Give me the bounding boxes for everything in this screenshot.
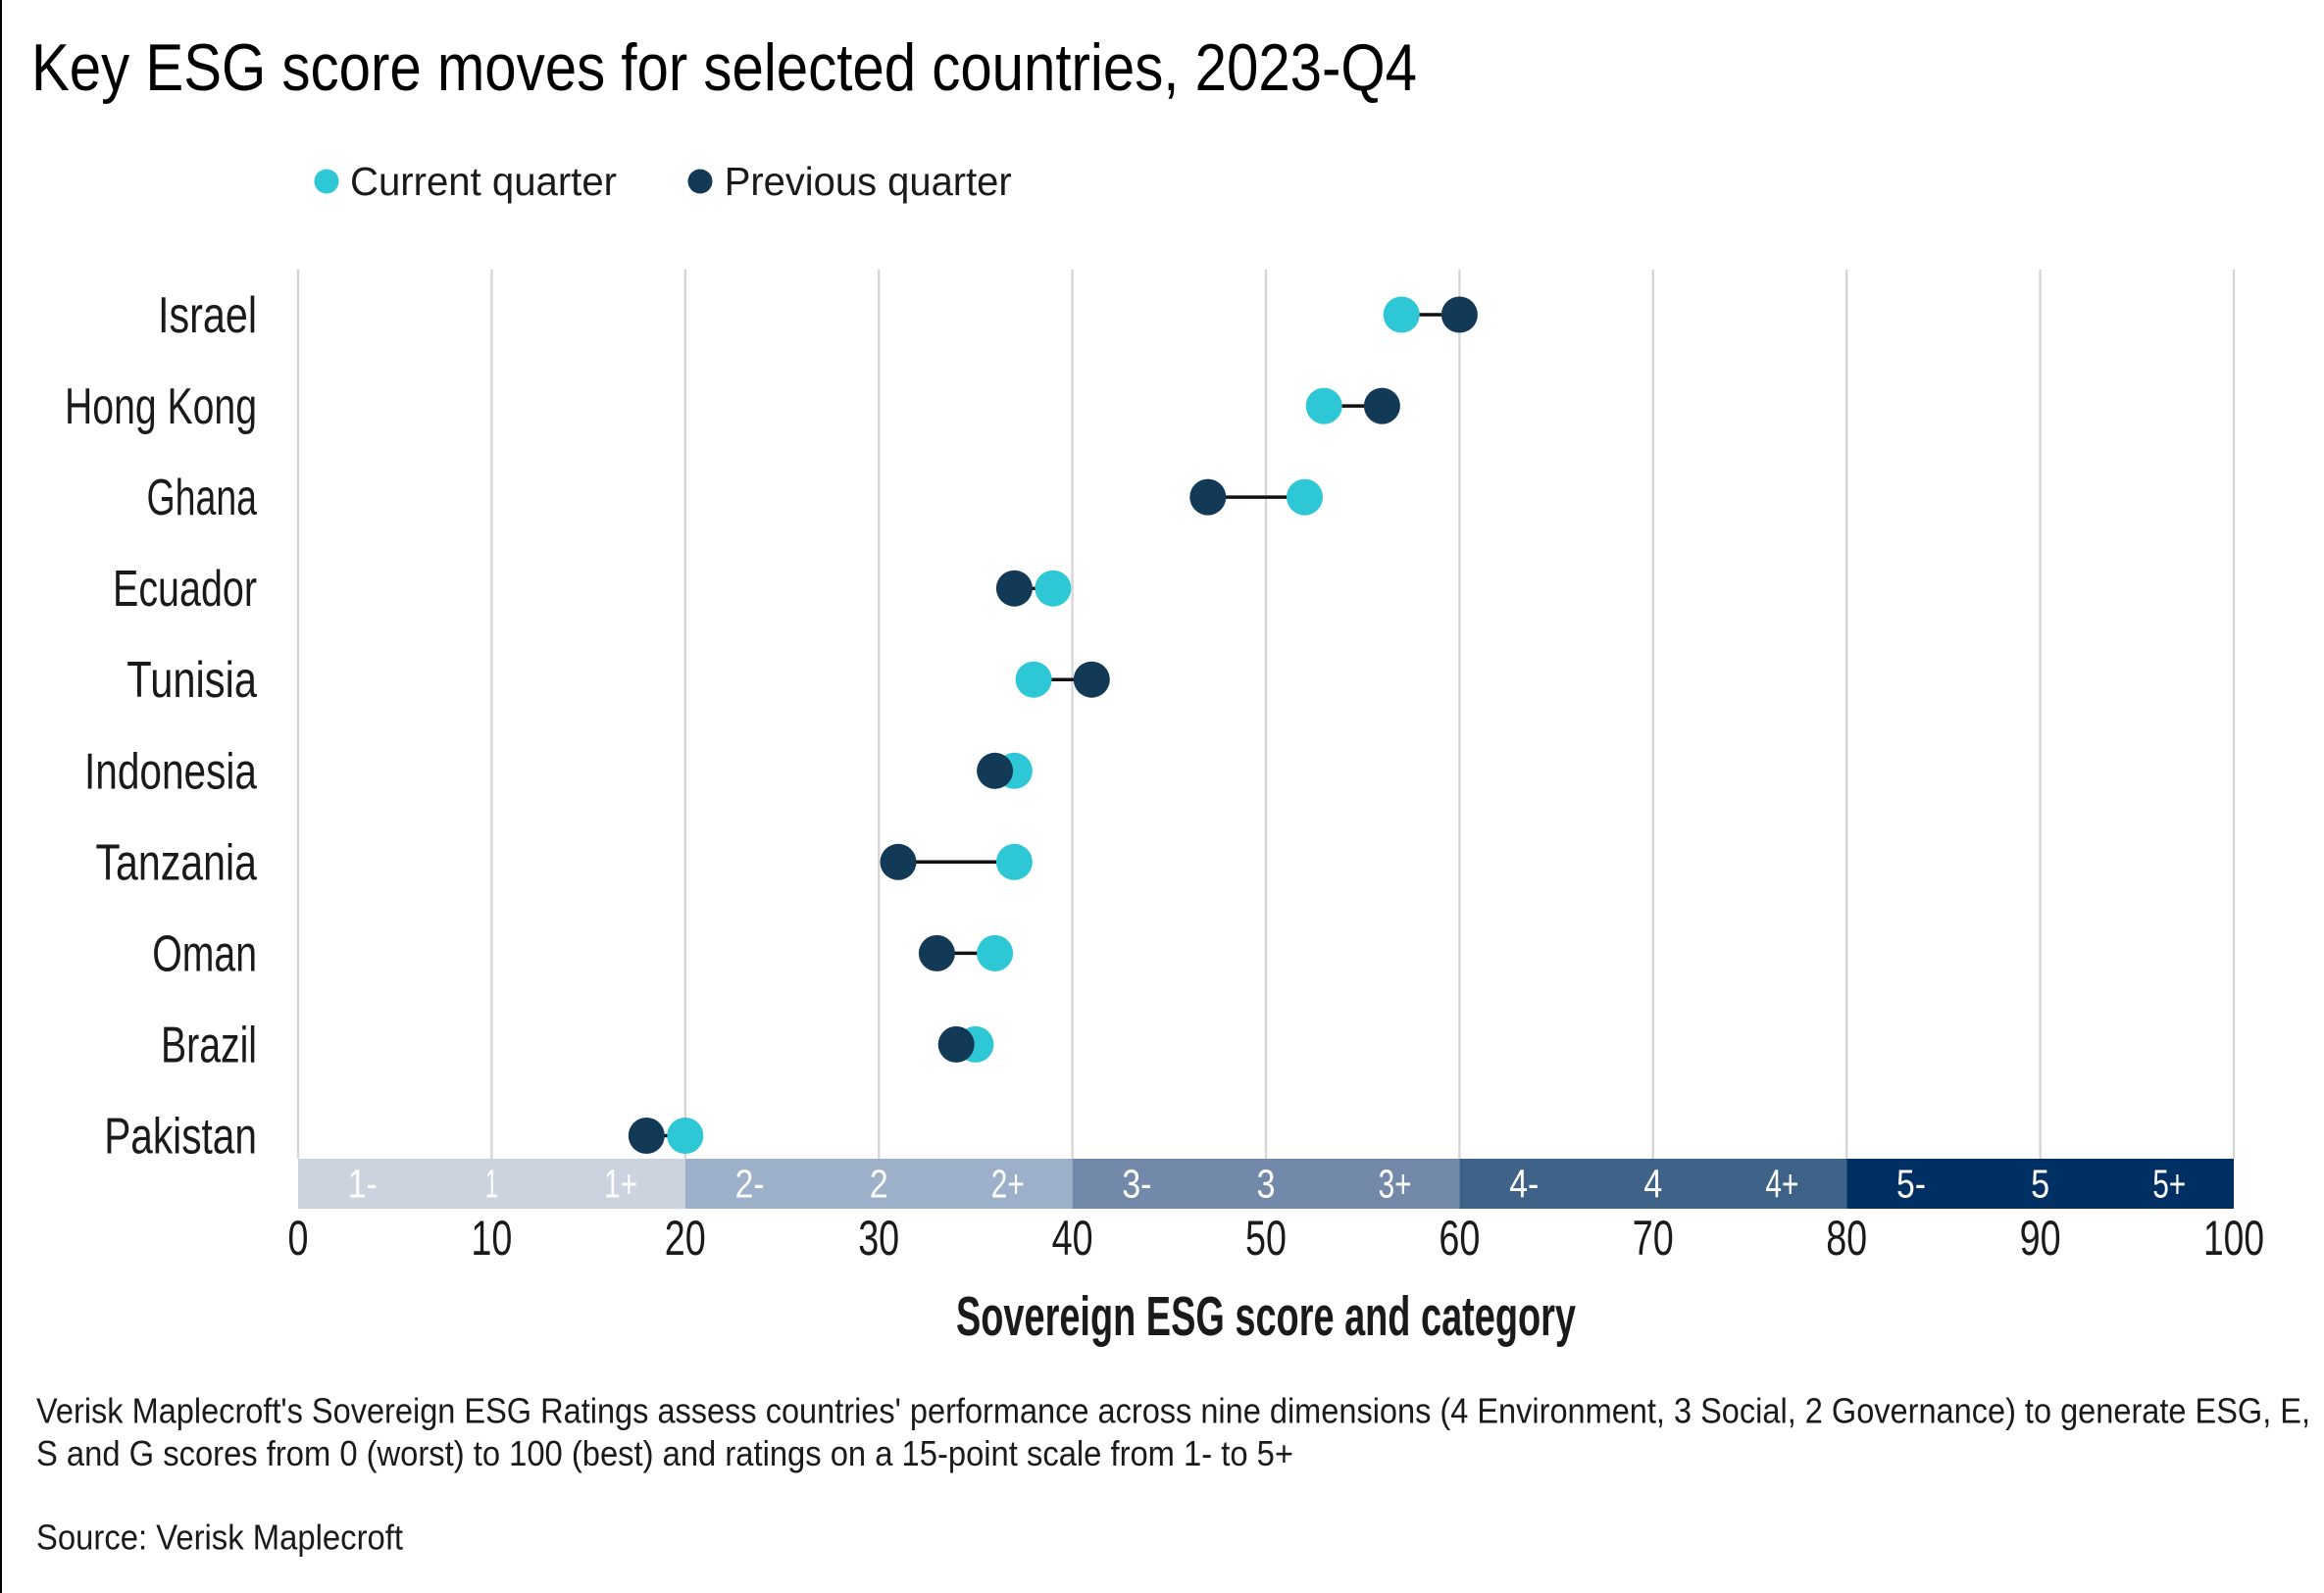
svg-text:Key ESG score moves for select: Key ESG score moves for selected countri…	[31, 30, 1417, 105]
svg-text:S and G scores from 0 (worst): S and G scores from 0 (worst) to 100 (be…	[36, 1433, 1293, 1473]
svg-text:60: 60	[1439, 1211, 1480, 1266]
svg-text:Pakistan: Pakistan	[104, 1109, 257, 1166]
svg-text:3: 3	[1257, 1162, 1276, 1207]
svg-text:Brazil: Brazil	[161, 1017, 257, 1073]
svg-text:50: 50	[1245, 1211, 1287, 1266]
svg-text:Source: Verisk Maplecroft: Source: Verisk Maplecroft	[36, 1518, 403, 1558]
svg-text:70: 70	[1633, 1211, 1674, 1266]
svg-text:5: 5	[2031, 1162, 2049, 1207]
svg-text:3+: 3+	[1379, 1162, 1412, 1207]
svg-text:Israel: Israel	[158, 287, 257, 344]
svg-text:2-: 2-	[735, 1162, 765, 1207]
svg-text:5+: 5+	[2152, 1162, 2186, 1207]
svg-text:1: 1	[485, 1162, 498, 1207]
svg-text:80: 80	[1826, 1211, 1867, 1266]
svg-text:4: 4	[1643, 1162, 1662, 1207]
svg-text:5-: 5-	[1896, 1162, 1926, 1207]
svg-text:1-: 1-	[348, 1162, 378, 1207]
svg-text:Tanzania: Tanzania	[96, 834, 258, 891]
svg-text:Previous quarter: Previous quarter	[725, 159, 1012, 204]
svg-text:Ecuador: Ecuador	[113, 561, 257, 618]
svg-text:4+: 4+	[1765, 1162, 1798, 1207]
svg-text:Hong Kong: Hong Kong	[65, 378, 257, 435]
svg-text:Oman: Oman	[152, 925, 257, 982]
svg-text:2+: 2+	[991, 1162, 1025, 1207]
svg-text:Verisk Maplecroft's Sovereign: Verisk Maplecroft's Sovereign ESG Rating…	[36, 1391, 2310, 1431]
svg-text:20: 20	[665, 1211, 706, 1266]
svg-text:2: 2	[870, 1162, 888, 1207]
svg-text:Ghana: Ghana	[147, 470, 258, 526]
svg-text:40: 40	[1052, 1211, 1093, 1266]
svg-text:10: 10	[471, 1211, 512, 1266]
svg-text:3-: 3-	[1122, 1162, 1151, 1207]
svg-text:0: 0	[288, 1211, 309, 1266]
svg-text:Current quarter: Current quarter	[350, 159, 617, 204]
svg-text:30: 30	[858, 1211, 899, 1266]
svg-text:1+: 1+	[604, 1162, 637, 1207]
svg-text:90: 90	[2020, 1211, 2061, 1266]
svg-text:Tunisia: Tunisia	[126, 652, 257, 709]
svg-text:100: 100	[2203, 1211, 2264, 1266]
svg-text:Sovereign ESG score and catego: Sovereign ESG score and category	[956, 1285, 1576, 1348]
svg-text:Indonesia: Indonesia	[84, 743, 257, 800]
svg-text:4-: 4-	[1509, 1162, 1539, 1207]
